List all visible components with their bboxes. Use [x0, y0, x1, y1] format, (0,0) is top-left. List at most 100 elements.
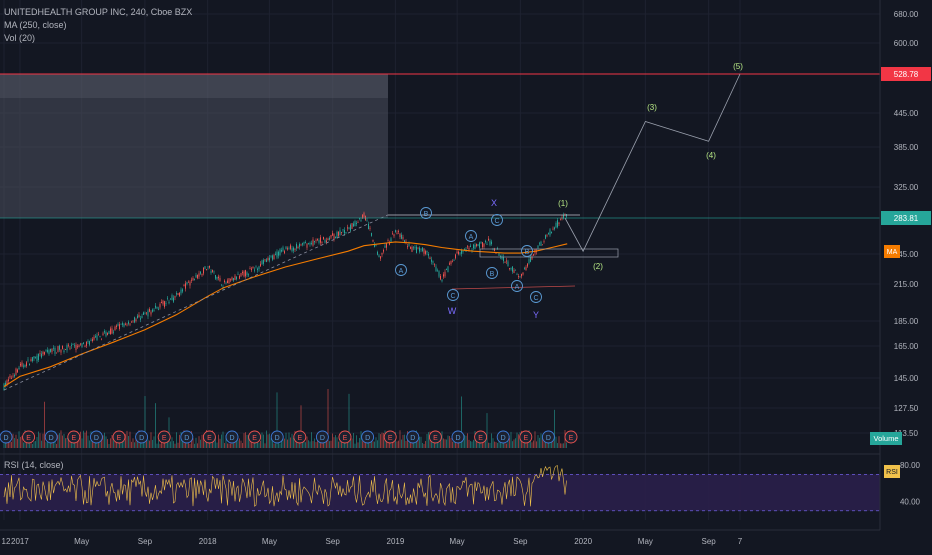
earnings-marker-label: E [297, 435, 302, 442]
candle-body [14, 374, 15, 377]
candle-body [368, 223, 369, 230]
volume-bar [108, 443, 110, 448]
candle-body [63, 350, 65, 353]
wave-x-label: X [491, 198, 497, 208]
abc-circle [395, 264, 407, 276]
volume-bar [404, 434, 405, 448]
candle-body [563, 214, 564, 219]
candle-body [102, 333, 104, 335]
volume-bar [123, 436, 125, 448]
price-tick-label: 325.00 [894, 183, 919, 192]
volume-bar [362, 441, 363, 448]
candle-body [356, 222, 357, 224]
volume-bar [12, 433, 14, 448]
candle-body [317, 239, 318, 241]
candle-body [129, 323, 131, 325]
candle-body [201, 273, 203, 276]
volume-bar [224, 443, 225, 448]
candle-body [11, 377, 12, 379]
candle-body [113, 331, 114, 333]
candle-body [510, 268, 512, 270]
dividend-marker [451, 430, 465, 444]
volume-bar [524, 440, 525, 448]
candle-body [390, 238, 392, 242]
candle-body [39, 353, 41, 355]
candle-body [462, 250, 464, 253]
candle-body [219, 277, 221, 281]
volume-bar [213, 438, 215, 448]
volume-bar [41, 440, 42, 448]
candle-body [321, 242, 323, 243]
candle-body [71, 344, 72, 346]
volume-bar [194, 443, 195, 448]
candle-body [419, 247, 420, 252]
candle-body [191, 279, 192, 281]
volume-bar [401, 439, 402, 448]
candle-body [543, 241, 545, 243]
volume-bar [86, 430, 87, 448]
candle-body [287, 248, 288, 250]
abc-circle [491, 214, 503, 226]
volume-bar [563, 443, 564, 448]
candle-body [170, 298, 171, 300]
abc-circle-label: A [469, 234, 474, 241]
earnings-marker-label: D [501, 435, 506, 442]
candle-body [27, 359, 29, 361]
candle-body [482, 242, 483, 248]
volume-bar [354, 443, 356, 448]
candle-body [87, 340, 89, 343]
candle-body [411, 246, 413, 252]
volume-bar [428, 432, 429, 448]
volume-bar [495, 442, 497, 448]
abc-circle-label: C [533, 295, 538, 302]
candle-body [398, 230, 399, 232]
volume-legend-item[interactable]: Vol (20) [4, 33, 36, 43]
volume-bar [537, 435, 539, 448]
volume-bar [215, 437, 216, 448]
volume-bar [230, 443, 231, 448]
candle-body [96, 335, 98, 341]
volume-bar [372, 441, 374, 448]
candle-body [185, 283, 186, 289]
candle-body [66, 345, 68, 351]
candle-body [62, 345, 63, 349]
earnings-marker-label: D [229, 435, 234, 442]
volume-bar [305, 442, 306, 448]
abc-circle-label: C [494, 218, 499, 225]
candle-body [243, 271, 245, 277]
ma-legend-item[interactable]: MA (250, close) [4, 20, 67, 30]
candle-body [90, 340, 92, 342]
abc-circle-label: A [515, 284, 520, 291]
candle-body [240, 273, 242, 277]
volume-bar [518, 434, 519, 448]
candle-body [458, 251, 459, 255]
time-tick-label: Sep [513, 537, 528, 546]
volume-bar [218, 434, 219, 448]
candle-body [221, 284, 222, 286]
candle-body [386, 243, 387, 248]
candle-body [74, 345, 75, 347]
volume-bar [170, 441, 171, 448]
rsi-badge-label: RSI [886, 469, 898, 476]
candle-body [8, 379, 9, 382]
candle-body [314, 240, 315, 243]
volume-bar [59, 433, 60, 448]
volume-bar [458, 441, 459, 448]
rsi-legend-item[interactable]: RSI (14, close) [4, 460, 64, 470]
candle-body [486, 243, 488, 245]
volume-bar [462, 435, 464, 448]
volume-bar [39, 433, 41, 448]
candle-body [426, 250, 428, 253]
volume-bar [171, 437, 173, 448]
volume-bar [200, 439, 201, 448]
volume-bar [315, 442, 317, 448]
time-tick-label: 2018 [199, 537, 217, 546]
candle-body [194, 279, 195, 280]
earnings-marker-label: E [162, 435, 167, 442]
volume-bar [554, 409, 555, 448]
volume-bar [497, 442, 498, 448]
candle-body [128, 321, 129, 324]
volume-bar [359, 438, 360, 448]
